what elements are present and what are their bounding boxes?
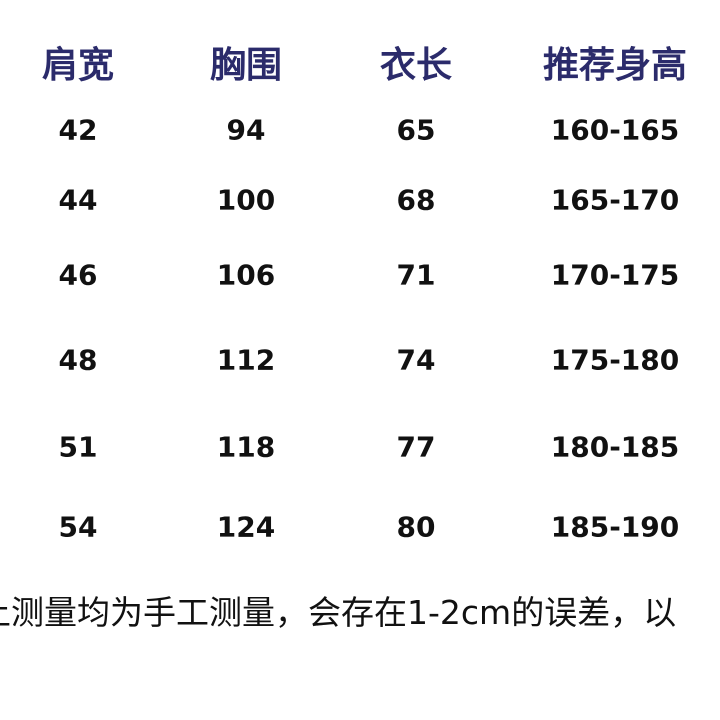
cell-shoulder-width: 48 <box>58 343 98 377</box>
cell-length: 80 <box>396 510 436 544</box>
cell-chest: 124 <box>216 510 276 544</box>
cell-shoulder-width: 44 <box>58 183 98 217</box>
cell-shoulder-width: 42 <box>58 113 98 147</box>
cell-recommended-height: 180-185 <box>550 430 680 464</box>
cell-chest: 106 <box>216 258 276 292</box>
cell-chest: 100 <box>216 183 276 217</box>
header-recommended-height: 推荐身高 <box>542 45 688 86</box>
header-shoulder-width: 肩宽 <box>41 45 115 86</box>
cell-length: 68 <box>396 183 436 217</box>
measurement-note: 上测量均为手工测量，会存在1-2cm的误差，以 <box>0 593 677 632</box>
cell-recommended-height: 175-180 <box>550 343 680 377</box>
cell-length: 65 <box>396 113 436 147</box>
cell-length: 77 <box>396 430 436 464</box>
cell-length: 71 <box>396 258 436 292</box>
cell-shoulder-width: 46 <box>58 258 98 292</box>
cell-recommended-height: 160-165 <box>550 113 680 147</box>
cell-recommended-height: 185-190 <box>550 510 680 544</box>
cell-chest: 94 <box>226 113 266 147</box>
cell-shoulder-width: 54 <box>58 510 98 544</box>
cell-chest: 118 <box>216 430 276 464</box>
cell-chest: 112 <box>216 343 276 377</box>
cell-recommended-height: 170-175 <box>550 258 680 292</box>
cell-length: 74 <box>396 343 436 377</box>
cell-recommended-height: 165-170 <box>550 183 680 217</box>
header-chest: 胸围 <box>209 45 283 86</box>
header-length: 衣长 <box>379 45 453 86</box>
cell-shoulder-width: 51 <box>58 430 98 464</box>
